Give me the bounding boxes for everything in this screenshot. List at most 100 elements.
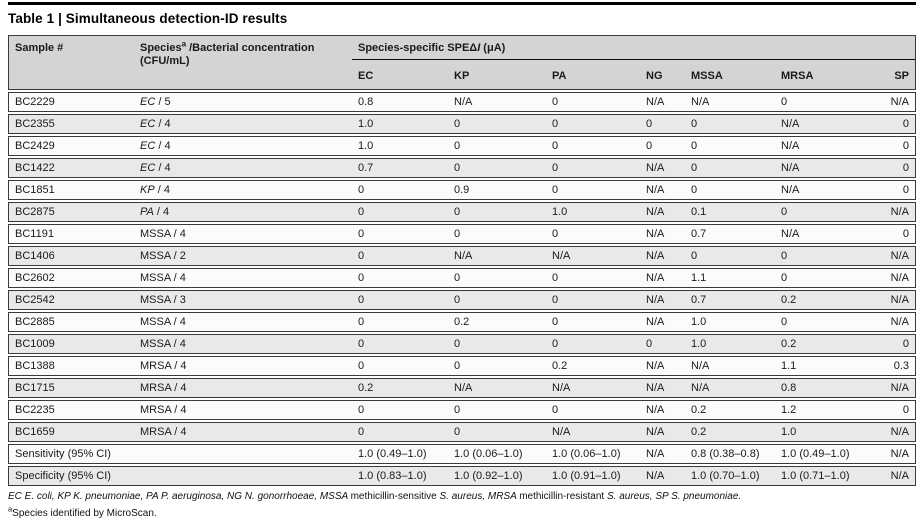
table-row: BC2229 EC / 5 0.8 N/A 0 N/A N/A 0 N/A: [8, 92, 916, 112]
cell-value-ec: 0.7: [358, 161, 374, 174]
cell-species: MRSA / 4: [140, 381, 187, 394]
cell-value-mrsa: 0.8: [781, 381, 797, 394]
cell-value-ng: N/A: [646, 249, 665, 262]
cell-value-sp: N/A: [890, 271, 909, 284]
cell-value-mrsa: 1.0 (0.71–1.0): [781, 469, 850, 482]
col-header-pa: PA: [552, 69, 567, 82]
cell-value-sp: N/A: [890, 447, 909, 460]
cell-value-ec: 0: [358, 359, 365, 372]
cell-value-sp: 0: [902, 117, 909, 130]
cell-sample: BC2235: [15, 403, 55, 416]
spe-group-label-pre: Species-specific SPEΔ: [358, 42, 478, 54]
cell-value-ng: N/A: [646, 469, 665, 482]
cell-value-pa: 0: [552, 161, 559, 174]
cell-species: MRSA / 4: [140, 359, 187, 372]
cell-value-kp: 0.9: [454, 183, 470, 196]
abbreviations-footnote: EC E. coli, KP K. pneumoniae, PA P. aeru…: [8, 490, 916, 503]
cell-value-mrsa: 0.2: [781, 337, 797, 350]
cell-species: EC / 4: [140, 117, 171, 130]
abbrev-footnote-segment: methicillin-sensitive: [350, 491, 440, 502]
cell-sample: BC1715: [15, 381, 55, 394]
cell-value-sp: N/A: [890, 315, 909, 328]
spe-group-label-current: I: [477, 42, 481, 54]
col-header-species: Speciesa /Bacterial concentration (CFU/m…: [134, 36, 352, 89]
cell-value-kp: N/A: [454, 249, 473, 262]
cell-value-mssa: 1.0 (0.70–1.0): [691, 469, 760, 482]
col-header-sample: Sample #: [9, 36, 134, 89]
cell-value-sp: N/A: [890, 425, 909, 438]
cell-species: MSSA / 3: [140, 293, 186, 306]
cell-value-ec: 0.8: [358, 95, 374, 108]
cell-value-ng: 0: [646, 337, 653, 350]
cell-value-kp: 0: [454, 425, 461, 438]
table-body: BC2229 EC / 5 0.8 N/A 0 N/A N/A 0 N/A BC2355 EC / …: [8, 92, 916, 486]
cell-value-ng: N/A: [646, 183, 665, 196]
cell-value-mrsa: N/A: [781, 139, 800, 152]
cell-species: KP / 4: [140, 183, 170, 196]
table-row: BC2875 PA / 4 0 0 1.0 N/A 0.1 0 N/A: [8, 202, 916, 222]
cell-value-mssa: N/A: [691, 359, 710, 372]
cell-species: EC / 4: [140, 139, 171, 152]
cell-value-mssa: 0: [691, 161, 698, 174]
cell-value-ec: 0: [358, 403, 365, 416]
cell-value-ng: N/A: [646, 403, 665, 416]
table-row: BC2885 MSSA / 4 0 0.2 0 N/A 1.0 0 N/A: [8, 312, 916, 332]
col-header-sample-label: Sample #: [15, 42, 64, 54]
cell-value-kp: 0: [454, 117, 461, 130]
cell-value-ec: 0: [358, 337, 365, 350]
col-header-species-units: (CFU/mL): [140, 55, 190, 67]
cell-value-mrsa: N/A: [781, 227, 800, 240]
table-row: BC2235 MRSA / 4 0 0 0 N/A 0.2 1.2 0: [8, 400, 916, 420]
table-title: Table 1 | Simultaneous detection-ID resu…: [8, 11, 288, 26]
species-id-footnote: aSpecies identified by MicroScan.: [8, 504, 916, 520]
cell-value-mssa: 0.1: [691, 205, 707, 218]
cell-value-mssa: 1.0: [691, 315, 707, 328]
cell-value-ec: 1.0: [358, 139, 374, 152]
table-row: BC1422 EC / 4 0.7 0 0 N/A 0 N/A 0: [8, 158, 916, 178]
cell-sample: BC2229: [15, 95, 55, 108]
cell-value-kp: 0: [454, 227, 461, 240]
cell-value-pa: 1.0: [552, 205, 568, 218]
stats-row: Specificity (95% CI) 1.0 (0.83–1.0) 1.0 (0…: [8, 466, 916, 486]
cell-value-mrsa: 1.2: [781, 403, 797, 416]
cell-value-kp: 0: [454, 337, 461, 350]
table-row: BC1406 MSSA / 2 0 N/A N/A N/A 0 0 N/A: [8, 246, 916, 266]
cell-value-mssa: 0.2: [691, 403, 707, 416]
cell-value-sp: 0: [902, 227, 909, 240]
cell-value-mssa: 0: [691, 139, 698, 152]
cell-value-mrsa: N/A: [781, 161, 800, 174]
cell-value-ng: N/A: [646, 95, 665, 108]
col-header-kp: KP: [454, 69, 470, 82]
cell-value-sp: N/A: [890, 293, 909, 306]
cell-value-ec: 0: [358, 293, 365, 306]
spe-subcolumn-row: EC KP PA NG MSSA MRSA SP: [352, 60, 915, 89]
abbrev-footnote-segment: EC E. coli, KP K. pneumoniae, PA P. aeru…: [8, 491, 351, 502]
cell-value-mrsa: N/A: [781, 183, 800, 196]
cell-species: MRSA / 4: [140, 403, 187, 416]
cell-value-pa: 0: [552, 337, 559, 350]
cell-value-kp: 0: [454, 403, 461, 416]
cell-sample: BC1422: [15, 161, 55, 174]
cell-sample: BC1851: [15, 183, 55, 196]
cell-value-ng: N/A: [646, 271, 665, 284]
cell-value-pa: 0: [552, 403, 559, 416]
cell-value-ec: 0: [358, 183, 365, 196]
species-id-footnote-marker: a: [8, 504, 13, 514]
cell-value-pa: 0.2: [552, 359, 568, 372]
cell-value-sp: 0.3: [893, 359, 909, 372]
cell-value-pa: 0: [552, 315, 559, 328]
cell-value-kp: 0: [454, 205, 461, 218]
col-header-ng: NG: [646, 69, 663, 82]
stats-row: Sensitivity (95% CI) 1.0 (0.49–1.0) 1.0 (0…: [8, 444, 916, 464]
table-row: BC1851 KP / 4 0 0.9 0 N/A 0 N/A 0: [8, 180, 916, 200]
cell-value-kp: 0: [454, 293, 461, 306]
col-header-sp: SP: [894, 69, 909, 82]
cell-sample: BC2875: [15, 205, 55, 218]
cell-sample: BC2542: [15, 293, 55, 306]
cell-value-kp: 0: [454, 161, 461, 174]
cell-stat-label: Specificity (95% CI): [15, 469, 111, 482]
cell-value-ng: N/A: [646, 315, 665, 328]
cell-value-mrsa: 0: [781, 249, 788, 262]
col-header-species-rest: /Bacterial concentration: [186, 42, 315, 54]
cell-sample: BC2429: [15, 139, 55, 152]
